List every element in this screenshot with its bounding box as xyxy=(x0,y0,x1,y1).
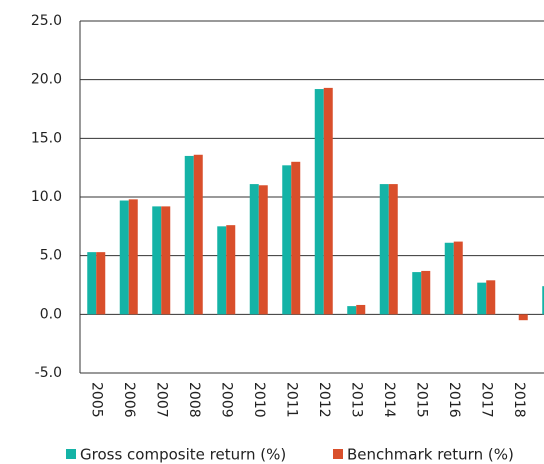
x-tick-label: 2005 xyxy=(88,382,104,418)
x-tick-label: 2015 xyxy=(413,382,429,418)
legend-label: Benchmark return (%) xyxy=(347,446,514,464)
bar xyxy=(161,206,171,315)
y-tick-label: -5.0 xyxy=(35,365,62,381)
bar xyxy=(412,272,422,315)
bar xyxy=(421,270,431,315)
y-tick-label: 20.0 xyxy=(31,72,62,88)
x-tick-label: 2006 xyxy=(121,382,137,418)
x-tick-label: 2007 xyxy=(153,382,169,418)
bar xyxy=(453,241,463,315)
bar xyxy=(193,154,203,315)
bar xyxy=(347,306,357,315)
bar xyxy=(444,242,454,315)
y-tick-label: 5.0 xyxy=(40,248,62,264)
bar xyxy=(226,225,236,315)
x-tick-label: 2018 xyxy=(511,382,527,418)
bar xyxy=(258,185,268,315)
bar xyxy=(152,206,162,315)
y-tick-label: 0.0 xyxy=(40,306,62,322)
bar xyxy=(477,282,487,315)
bar xyxy=(379,184,389,315)
legend-label: Gross composite return (%) xyxy=(80,446,286,464)
bar xyxy=(282,165,292,315)
x-tick-label: 2013 xyxy=(348,382,364,418)
x-tick-label: 2011 xyxy=(283,382,299,418)
bar xyxy=(314,89,324,315)
bar xyxy=(388,184,398,315)
x-tick-label: 2012 xyxy=(316,382,332,418)
x-tick-label: 2008 xyxy=(186,382,202,418)
y-tick-label: 15.0 xyxy=(31,130,62,146)
bar xyxy=(184,155,194,315)
bar xyxy=(96,252,106,315)
legend-swatch xyxy=(333,449,343,459)
x-tick-label: 2010 xyxy=(251,382,267,418)
y-tick-label: 10.0 xyxy=(31,189,62,205)
bar xyxy=(249,184,259,315)
x-tick-label: 2014 xyxy=(381,382,397,418)
bar xyxy=(119,200,129,315)
bar xyxy=(323,87,333,315)
x-tick-label: 2009 xyxy=(218,382,234,418)
bar xyxy=(128,199,138,315)
bar xyxy=(486,280,496,315)
y-tick-label: 25.0 xyxy=(31,13,62,29)
bar xyxy=(518,314,528,321)
bar xyxy=(542,286,544,315)
bar xyxy=(291,161,301,315)
bar xyxy=(356,304,366,315)
x-tick-label: 2017 xyxy=(478,382,494,418)
bar xyxy=(217,226,227,315)
legend-swatch xyxy=(66,449,76,459)
x-tick-label: 2016 xyxy=(446,382,462,418)
bar xyxy=(87,252,97,315)
